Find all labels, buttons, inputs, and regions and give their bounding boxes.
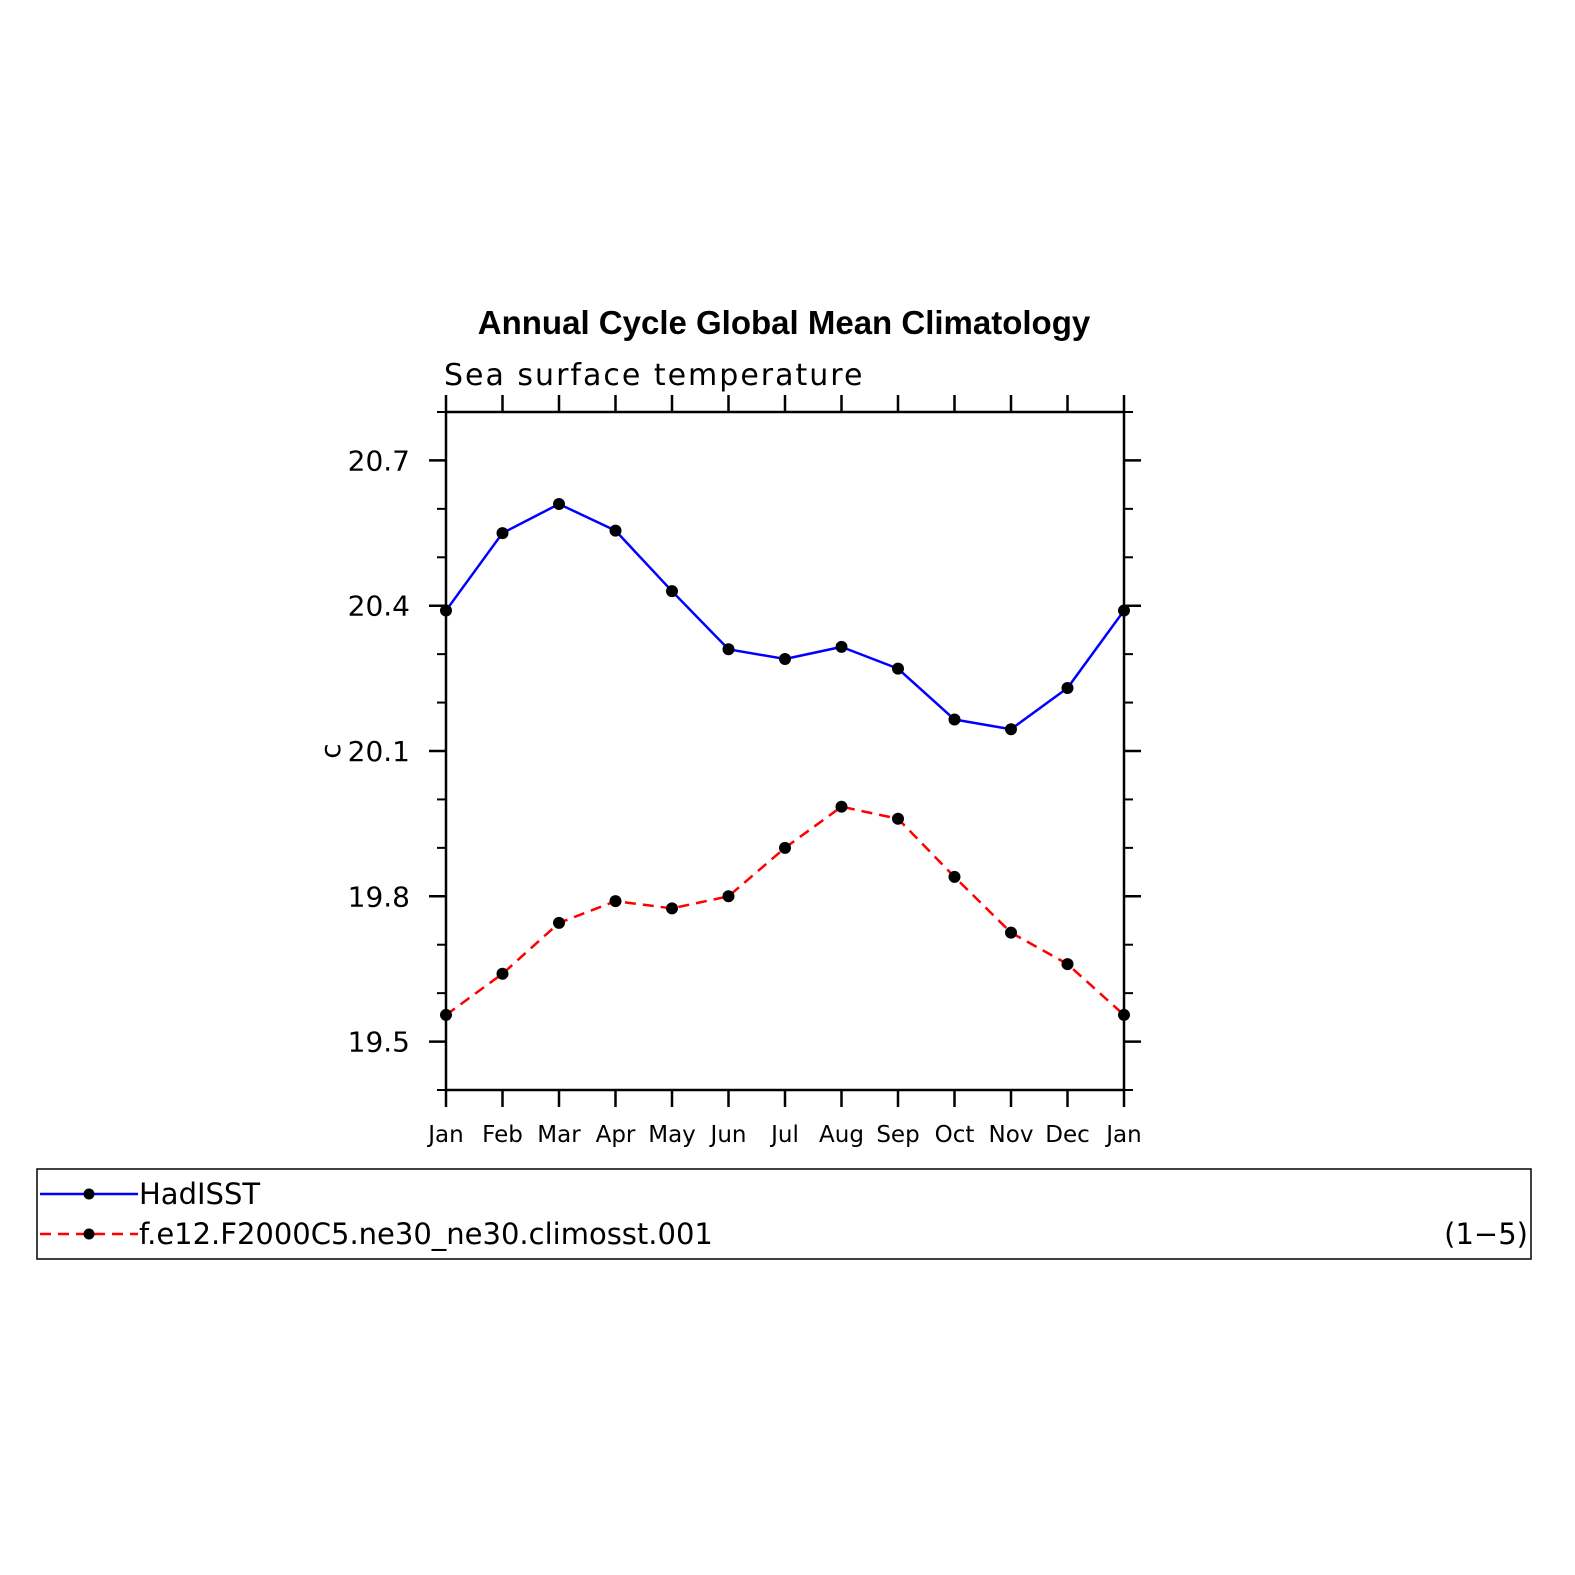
- plot-frame: [444, 410, 1126, 1092]
- data-point: [666, 585, 678, 598]
- x-tick-label: Jun: [709, 1122, 747, 1148]
- data-point: [722, 890, 735, 903]
- y-tick-label: 20.4: [348, 590, 410, 623]
- series-layer: [440, 498, 1130, 1021]
- data-point: [1005, 926, 1017, 939]
- data-point: [440, 604, 452, 617]
- y-axis-label: c: [314, 743, 347, 758]
- x-tick-label: Mar: [537, 1122, 581, 1148]
- data-point: [892, 662, 904, 675]
- x-tick-label: Aug: [819, 1122, 864, 1148]
- chart-subtitle: Sea surface temperature: [444, 358, 864, 393]
- legend-annotation-series-2: (1−5): [1444, 1217, 1528, 1251]
- data-point: [496, 967, 509, 980]
- legend-box: [36, 1168, 1532, 1260]
- data-point: [779, 841, 791, 854]
- data-point: [722, 643, 735, 656]
- series-line-2: [445, 805, 1125, 1016]
- x-tick-label: Sep: [876, 1122, 919, 1148]
- data-point: [779, 652, 791, 665]
- data-point: [440, 1008, 452, 1021]
- legend-marker-series-2: [83, 1228, 95, 1240]
- data-point: [609, 895, 622, 908]
- y-tick-label: 19.8: [348, 880, 410, 913]
- y-tick-label: 19.5: [348, 1026, 410, 1059]
- x-tick-label: Feb: [482, 1122, 523, 1148]
- data-point: [1118, 604, 1130, 617]
- data-point: [1118, 1008, 1130, 1021]
- legend-label-series-1: HadISST: [139, 1177, 260, 1211]
- x-tick-label: Dec: [1045, 1122, 1090, 1148]
- data-point: [892, 812, 904, 825]
- data-point: [948, 870, 961, 883]
- axes: Jan Feb Mar Apr May Jun Jul Aug Sep Oct Nov Dec Jan 1…: [348, 395, 1142, 1148]
- x-tick-label: Oct: [935, 1122, 975, 1148]
- x-tick-label: Jan: [1104, 1122, 1141, 1148]
- x-tick-label: Nov: [989, 1122, 1034, 1148]
- data-point: [553, 498, 565, 511]
- chart-title: Annual Cycle Global Mean Climatology: [478, 304, 1091, 341]
- data-point: [496, 527, 509, 540]
- x-tick-label: Jul: [769, 1122, 799, 1148]
- data-point: [1061, 682, 1074, 695]
- data-point: [948, 713, 961, 726]
- x-tick-label: May: [648, 1122, 696, 1148]
- data-point: [1061, 958, 1074, 971]
- series-line-1: [444, 502, 1126, 731]
- legend-label-series-2: f.e12.F2000C5.ne30_ne30.climosst.001: [139, 1217, 713, 1251]
- data-point: [835, 640, 848, 653]
- data-point: [835, 800, 848, 813]
- legend-marker-series-1: [83, 1188, 95, 1200]
- y-tick-label: 20.1: [348, 735, 410, 768]
- x-tick-label: Apr: [596, 1122, 636, 1148]
- x-tick-label: Jan: [426, 1122, 463, 1148]
- data-point: [609, 524, 622, 537]
- data-point: [553, 916, 565, 929]
- data-point: [1005, 723, 1017, 736]
- data-point: [666, 902, 678, 915]
- y-tick-label: 20.7: [348, 444, 410, 477]
